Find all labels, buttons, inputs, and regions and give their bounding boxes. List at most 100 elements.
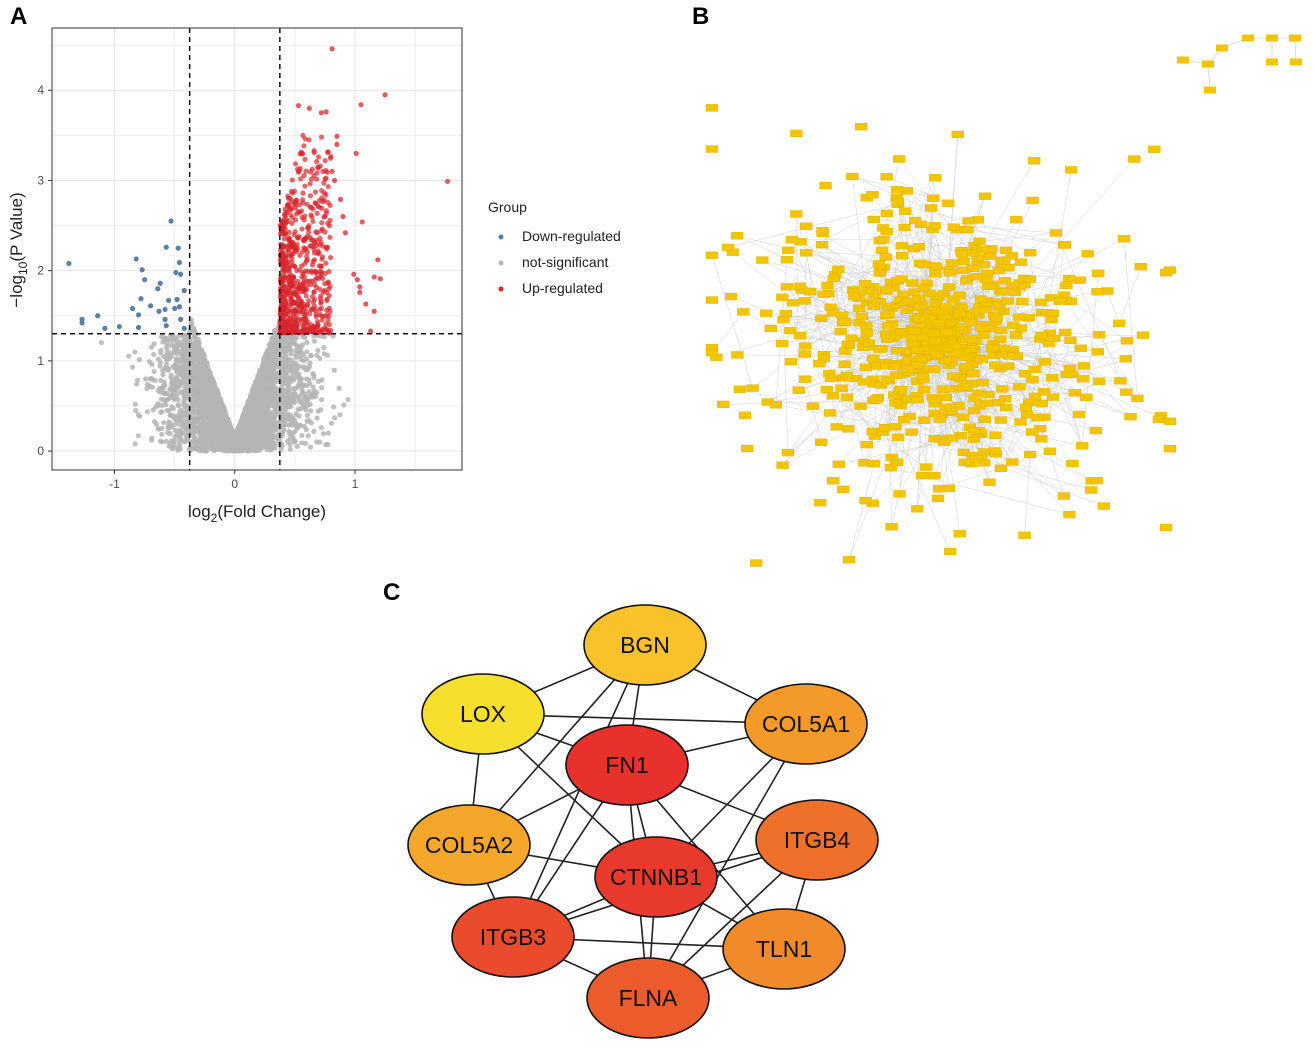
point-up-regulated	[324, 169, 330, 175]
point-up-regulated	[319, 220, 325, 226]
point-not-significant	[218, 411, 224, 417]
point-not-significant	[198, 412, 205, 418]
point-not-significant	[318, 397, 325, 403]
point-not-significant	[319, 377, 325, 383]
point-not-significant	[203, 448, 209, 454]
point-not-significant	[232, 439, 239, 445]
point-not-significant	[168, 342, 174, 348]
point-up-regulated	[307, 193, 314, 199]
point-not-significant	[202, 435, 208, 441]
point-not-significant	[132, 401, 138, 407]
point-up-regulated	[281, 236, 287, 242]
point-not-significant	[292, 335, 299, 341]
point-not-significant	[151, 341, 157, 347]
point-not-significant	[173, 385, 179, 391]
point-not-significant	[157, 363, 163, 369]
point-not-significant	[242, 440, 248, 446]
point-not-significant	[190, 428, 196, 435]
point-not-significant	[151, 351, 157, 358]
point-up-regulated	[289, 177, 295, 183]
point-not-significant	[306, 363, 313, 370]
point-up-regulated	[288, 212, 294, 218]
point-not-significant	[175, 397, 181, 403]
point-up-regulated	[324, 246, 330, 252]
point-not-significant	[262, 402, 268, 408]
point-not-significant	[198, 382, 205, 388]
point-not-significant	[266, 391, 272, 398]
point-not-significant	[171, 396, 177, 402]
point-not-significant	[252, 439, 258, 445]
point-not-significant	[270, 439, 276, 446]
point-not-significant	[297, 399, 303, 405]
point-not-significant	[232, 448, 238, 454]
point-up-regulated	[319, 205, 325, 211]
point-not-significant	[159, 425, 165, 432]
point-not-significant	[311, 338, 317, 344]
point-not-significant	[253, 384, 260, 390]
point-not-significant	[311, 428, 317, 434]
point-not-significant	[299, 391, 306, 397]
point-not-significant	[314, 352, 320, 359]
point-not-significant	[182, 390, 188, 397]
point-not-significant	[217, 434, 224, 440]
point-not-significant	[210, 436, 217, 442]
point-up-regulated	[323, 321, 329, 327]
point-up-regulated	[301, 172, 307, 179]
point-not-significant	[202, 406, 208, 412]
point-not-significant	[268, 358, 274, 364]
point-not-significant	[134, 377, 141, 383]
point-not-significant	[202, 377, 208, 383]
point-not-significant	[193, 406, 199, 412]
point-not-significant	[317, 439, 323, 445]
point-not-significant	[279, 443, 285, 449]
point-not-significant	[263, 414, 270, 420]
point-not-significant	[270, 420, 277, 426]
point-not-significant	[192, 445, 198, 452]
point-up-regulated	[319, 256, 325, 262]
point-not-significant	[283, 422, 289, 428]
point-not-significant	[254, 400, 260, 406]
point-not-significant	[159, 431, 165, 437]
point-not-significant	[237, 430, 244, 436]
point-not-significant	[260, 431, 266, 437]
point-not-significant	[143, 376, 149, 382]
point-not-significant	[194, 400, 200, 407]
point-not-significant	[303, 426, 309, 433]
point-not-significant	[337, 412, 343, 418]
panel-label-a: A	[10, 3, 27, 30]
point-not-significant	[178, 426, 184, 433]
point-not-significant	[194, 417, 200, 423]
point-up-regulated	[318, 269, 325, 275]
point-not-significant	[164, 357, 170, 364]
point-not-significant	[299, 350, 305, 356]
point-not-significant	[170, 405, 176, 412]
point-not-significant	[257, 418, 263, 424]
point-not-significant	[310, 384, 316, 390]
point-up-regulated	[302, 183, 308, 189]
point-not-significant	[224, 420, 230, 427]
point-not-significant	[277, 409, 283, 415]
point-not-significant	[287, 335, 294, 341]
point-not-significant	[144, 381, 151, 388]
point-not-significant	[289, 421, 295, 427]
point-not-significant	[318, 425, 324, 431]
point-not-significant	[266, 376, 273, 383]
point-not-significant	[240, 415, 246, 422]
point-not-significant	[259, 396, 265, 402]
point-up-regulated	[283, 216, 289, 222]
point-not-significant	[292, 438, 298, 444]
point-not-significant	[196, 438, 202, 444]
point-not-significant	[271, 370, 277, 376]
point-not-significant	[160, 368, 166, 374]
point-not-significant	[332, 415, 338, 421]
point-not-significant	[330, 333, 336, 339]
point-not-significant	[165, 396, 171, 402]
point-up-regulated	[320, 275, 326, 282]
point-not-significant	[174, 416, 181, 423]
panel-label-b: B	[692, 3, 709, 30]
point-not-significant	[155, 403, 161, 409]
point-not-significant	[264, 397, 270, 404]
point-not-significant	[174, 374, 180, 381]
point-not-significant	[281, 401, 287, 407]
